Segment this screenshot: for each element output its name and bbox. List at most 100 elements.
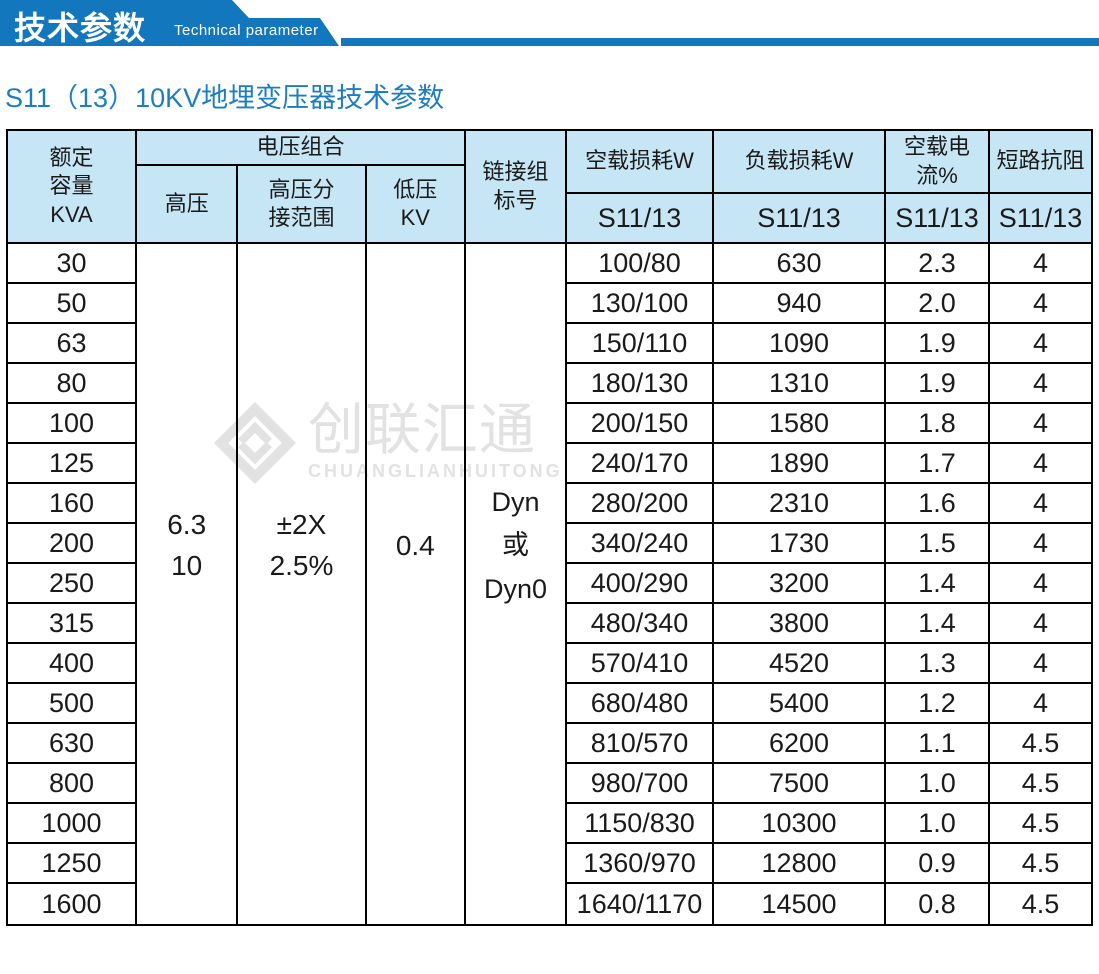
watermark: 创联汇通 CHUANGLIANHUITONG [200,396,580,496]
cell-load: 3200 [714,564,884,604]
cell-lv-merged: 0.4 [395,529,435,561]
cell-impedance: 4 [990,324,1091,364]
voltage-subcolumns: 高压 6.3 10 高压分 接范围 ±2X 2.5% 低压 KV 0.4 [137,166,464,924]
cell-load: 4520 [714,644,884,684]
cell-current: 1.6 [886,484,988,524]
cell-kva: 630 [8,724,135,764]
header-banner: 技术参数 Technical parameter [0,0,1099,50]
cell-load: 1890 [714,444,884,484]
header-noload-current: 空载电流% [886,131,988,194]
cell-impedance: 4.5 [990,724,1091,764]
column-lv: 低压 KV 0.4 [366,166,464,924]
column-hv-tap-range: 高压分 接范围 ±2X 2.5% [238,166,367,924]
cell-noload: 1150/830 [567,804,712,844]
cell-kva: 125 [8,444,135,484]
cell-current: 1.0 [886,804,988,844]
cell-current: 1.2 [886,684,988,724]
cell-noload: 1360/970 [567,844,712,884]
subheader-model: S11/13 [886,194,988,244]
cell-current: 1.9 [886,324,988,364]
header-hv: 高压 [137,166,237,244]
cell-impedance: 4 [990,644,1091,684]
cell-load: 6200 [714,724,884,764]
cell-load: 14500 [761,888,837,919]
header-rated-capacity: 额定 容量 KVA [8,131,135,244]
cell-current: 1.3 [886,644,988,684]
header-connection-group: 链接组 标号 [466,131,565,244]
cell-current: 1.0 [886,764,988,804]
cell-kva: 30 [8,244,135,284]
banner-strip [341,38,1099,46]
banner-title: 技术参数 [14,10,147,46]
cell-noload: 810/570 [567,724,712,764]
cell-hv-merged: 6.3 10 [167,509,207,581]
cell-connection-merged: Dyn 或 Dyn0 [483,487,548,604]
cell-load: 12800 [714,844,884,884]
cell-current: 1.5 [886,524,988,564]
cell-current: 1.9 [886,364,988,404]
cell-noload: 100/80 [567,244,712,284]
cell-load: 3800 [714,604,884,644]
subheader-model: S11/13 [714,194,884,244]
cell-kva: 80 [8,364,135,404]
cell-current: 0.9 [886,844,988,884]
header-noload-loss: 空载损耗W [567,131,712,194]
header-hv-tap-range: 高压分 接范围 [238,166,365,244]
column-noload-loss: 空载损耗W S11/13 100/80 130/100 150/110 180/… [567,131,714,924]
cell-load: 10300 [714,804,884,844]
cell-current: 1.4 [886,604,988,644]
cell-impedance: 4.5 [990,764,1091,804]
watermark-text: 创联汇通 CHUANGLIANHUITONG [308,402,563,482]
header-lv: 低压 KV [366,166,464,244]
banner-ribbon: 技术参数 Technical parameter [0,0,339,46]
banner-subtitle: Technical parameter [174,22,319,39]
column-connection-group: 链接组 标号 Dyn 或 Dyn0 [466,131,567,924]
cell-noload: 680/480 [567,684,712,724]
cell-current: 2.3 [886,244,988,284]
page-title: S11（13）10KV地埋变压器技术参数 [5,83,445,113]
cell-load: 1090 [714,324,884,364]
header-voltage-group: 电压组合 [137,131,464,166]
cell-impedance: 4 [990,364,1091,404]
cell-noload: 480/340 [567,604,712,644]
cell-noload: 200/150 [567,404,712,444]
cell-impedance: 4 [990,444,1091,484]
cell-kva: 160 [8,484,135,524]
cell-load: 7500 [714,764,884,804]
header-load-loss: 负载损耗W [714,131,884,194]
cell-kva: 1250 [8,844,135,884]
cell-kva: 250 [8,564,135,604]
cell-impedance: 4 [990,564,1091,604]
cell-current: 1.1 [886,724,988,764]
watermark-en-text: CHUANGLIANHUITONG [308,461,563,481]
cell-load: 2310 [714,484,884,524]
column-rated-capacity: 额定 容量 KVA 30 50 63 80 100 125 160 200 25… [8,131,137,924]
cell-kva: 1600 [41,888,102,919]
cell-current: 0.8 [918,888,956,919]
cell-noload: 980/700 [567,764,712,804]
column-load-loss: 负载损耗W S11/13 630 940 1090 1310 1580 1890… [714,131,886,924]
cell-kva: 200 [8,524,135,564]
cell-impedance: 4 [990,524,1091,564]
cell-current: 1.4 [886,564,988,604]
cell-impedance: 4 [990,484,1091,524]
cell-noload: 180/130 [567,364,712,404]
cell-impedance: 4 [990,244,1091,284]
cell-kva: 1000 [8,804,135,844]
cell-kva: 400 [8,644,135,684]
cell-impedance: 4 [990,604,1091,644]
cell-load: 5400 [714,684,884,724]
watermark-cn-text: 创联汇通 [308,398,536,461]
cell-impedance: 4 [990,404,1091,444]
cell-noload: 130/100 [567,284,712,324]
cell-noload: 400/290 [567,564,712,604]
cell-impedance: 4 [990,284,1091,324]
subheader-model: S11/13 [990,194,1091,244]
cell-current: 1.8 [886,404,988,444]
cell-impedance: 4.5 [990,844,1091,884]
cell-noload: 280/200 [567,484,712,524]
cell-load: 1730 [714,524,884,564]
cell-noload: 570/410 [567,644,712,684]
cell-noload: 240/170 [567,444,712,484]
